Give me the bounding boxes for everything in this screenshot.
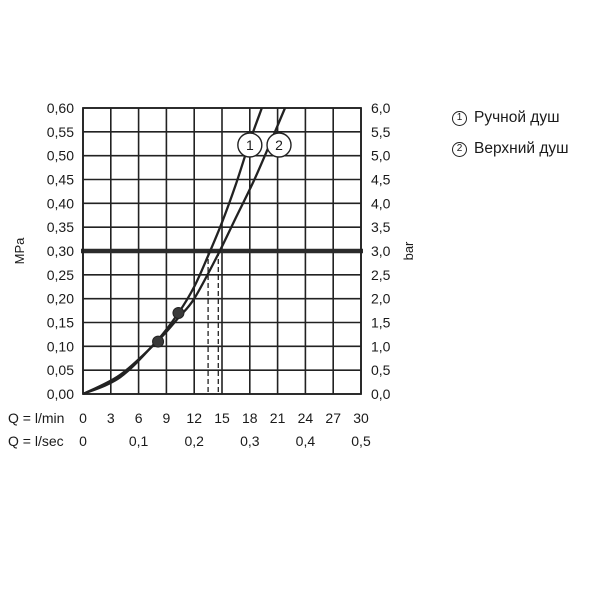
y-left-tick-label: 0,40 xyxy=(47,195,74,211)
y-right-tick-label: 1,5 xyxy=(371,315,391,331)
x-tick-label-lsec: 0,5 xyxy=(351,433,371,449)
y-left-tick-label: 0,30 xyxy=(47,243,74,259)
y-left-tick-label: 0,25 xyxy=(47,267,74,283)
y-right-tick-label: 3,0 xyxy=(371,243,391,259)
y-left-tick-label: 0,55 xyxy=(47,124,74,140)
y-right-tick-label: 0,0 xyxy=(371,386,391,402)
x-tick-label-lmin: 30 xyxy=(353,410,369,426)
y-left-tick-label: 0,10 xyxy=(47,338,74,354)
curve-marker-number-2: 2 xyxy=(275,137,283,153)
y-left-tick-label: 0,05 xyxy=(47,362,74,378)
y-right-tick-label: 1,0 xyxy=(371,338,391,354)
x-tick-label-lsec: 0,4 xyxy=(296,433,316,449)
y-left-tick-label: 0,60 xyxy=(47,100,74,116)
x-tick-label-lmin: 15 xyxy=(214,410,230,426)
y-left-tick-label: 0,45 xyxy=(47,172,74,188)
y-left-tick-label: 0,35 xyxy=(47,219,74,235)
x-tick-label-lmin: 21 xyxy=(270,410,286,426)
x-tick-label-lmin: 0 xyxy=(79,410,87,426)
y-left-tick-label: 0,00 xyxy=(47,386,74,402)
operating-point-1 xyxy=(172,306,185,319)
y-right-tick-label: 4,0 xyxy=(371,195,391,211)
legend: 1 Ручной душ 2 Верхний душ xyxy=(452,104,569,166)
y-left-tick-label: 0,50 xyxy=(47,148,74,164)
x-axis-title-lsec: Q = l/sec xyxy=(8,433,64,449)
x-tick-label-lmin: 3 xyxy=(107,410,115,426)
y-right-axis-title: bar xyxy=(401,241,416,260)
y-right-tick-label: 0,5 xyxy=(371,362,391,378)
curve-marker-number-1: 1 xyxy=(246,137,254,153)
series-line-2 xyxy=(82,107,287,396)
x-tick-label-lmin: 27 xyxy=(325,410,341,426)
curve-marker-circle-1 xyxy=(237,132,263,158)
x-tick-label-lmin: 6 xyxy=(135,410,143,426)
legend-marker-2: 2 xyxy=(452,141,467,157)
legend-label-overhead-shower: Верхний душ xyxy=(474,140,569,157)
x-tick-label-lsec: 0 xyxy=(79,433,87,449)
y-right-tick-label: 2,0 xyxy=(371,291,391,307)
reference-line-group xyxy=(81,248,363,394)
y-right-tick-label: 4,5 xyxy=(371,172,391,188)
plot-frame xyxy=(82,107,362,395)
x-tick-label-lmin: 9 xyxy=(163,410,171,426)
operating-point-2 xyxy=(152,335,165,348)
y-left-axis-title: MPa xyxy=(12,237,27,265)
curve-marker-circle-2 xyxy=(266,132,292,158)
y-right-tick-label: 5,5 xyxy=(371,124,391,140)
legend-marker-1: 1 xyxy=(452,110,467,126)
x-axis-title-lmin: Q = l/min xyxy=(8,410,64,426)
x-tick-label-lsec: 0,1 xyxy=(129,433,149,449)
y-right-tick-label: 5,0 xyxy=(371,148,391,164)
x-tick-label-lsec: 0,2 xyxy=(184,433,204,449)
x-tick-label-lmin: 18 xyxy=(242,410,258,426)
legend-item-hand-shower: 1 Ручной душ xyxy=(452,104,569,132)
y-left-tick-label: 0,20 xyxy=(47,291,74,307)
legend-label-hand-shower: Ручной душ xyxy=(474,109,560,126)
y-right-tick-label: 2,5 xyxy=(371,267,391,283)
tick-labels: 0,000,050,100,150,200,250,300,350,400,45… xyxy=(8,100,416,449)
legend-item-overhead-shower: 2 Верхний душ xyxy=(452,135,569,163)
x-tick-label-lmin: 12 xyxy=(186,410,202,426)
x-tick-label-lsec: 0,3 xyxy=(240,433,260,449)
y-right-tick-label: 6,0 xyxy=(371,100,391,116)
y-right-tick-label: 3,5 xyxy=(371,219,391,235)
x-tick-label-lmin: 24 xyxy=(298,410,314,426)
plot-border xyxy=(82,107,362,395)
y-left-tick-label: 0,15 xyxy=(47,315,74,331)
